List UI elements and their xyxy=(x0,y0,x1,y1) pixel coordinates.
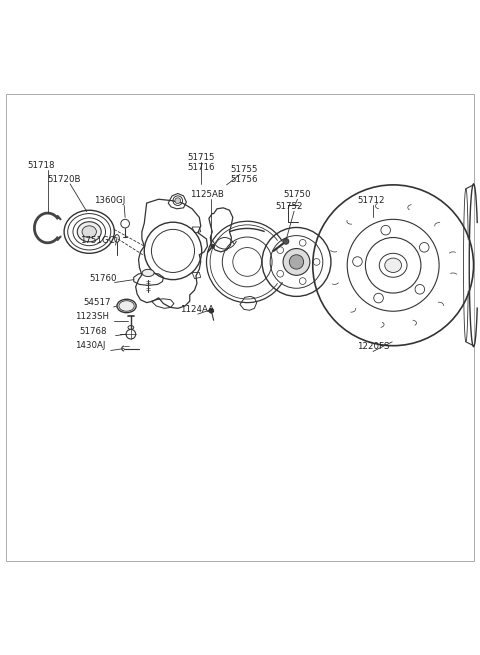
Text: 51755: 51755 xyxy=(230,165,258,174)
Ellipse shape xyxy=(119,301,134,311)
Ellipse shape xyxy=(82,226,96,238)
Text: 1123SH: 1123SH xyxy=(75,312,109,322)
Text: 51718: 51718 xyxy=(27,160,55,170)
Text: 54517: 54517 xyxy=(84,298,111,307)
Text: 1360GJ: 1360GJ xyxy=(94,196,125,206)
Circle shape xyxy=(289,255,304,269)
Circle shape xyxy=(283,248,310,275)
Ellipse shape xyxy=(385,258,402,272)
Text: 51768: 51768 xyxy=(80,327,107,335)
Text: 51715: 51715 xyxy=(187,153,215,162)
Text: 1430AJ: 1430AJ xyxy=(75,341,105,350)
Text: 51750: 51750 xyxy=(283,190,311,199)
Text: 1124AA: 1124AA xyxy=(180,305,214,314)
Text: 1220FS: 1220FS xyxy=(357,343,390,352)
Text: 51752: 51752 xyxy=(275,202,302,211)
Text: 51712: 51712 xyxy=(357,196,385,206)
Text: 1751GC: 1751GC xyxy=(80,236,114,245)
Text: 1125AB: 1125AB xyxy=(190,190,224,199)
Text: 51716: 51716 xyxy=(187,163,215,172)
Circle shape xyxy=(175,198,180,204)
Text: 51756: 51756 xyxy=(230,175,258,184)
Ellipse shape xyxy=(142,269,154,276)
Text: 51720B: 51720B xyxy=(48,175,81,184)
Ellipse shape xyxy=(77,222,101,242)
Circle shape xyxy=(283,238,289,244)
Text: 51760: 51760 xyxy=(89,274,117,282)
Circle shape xyxy=(211,244,215,248)
Circle shape xyxy=(209,309,214,313)
